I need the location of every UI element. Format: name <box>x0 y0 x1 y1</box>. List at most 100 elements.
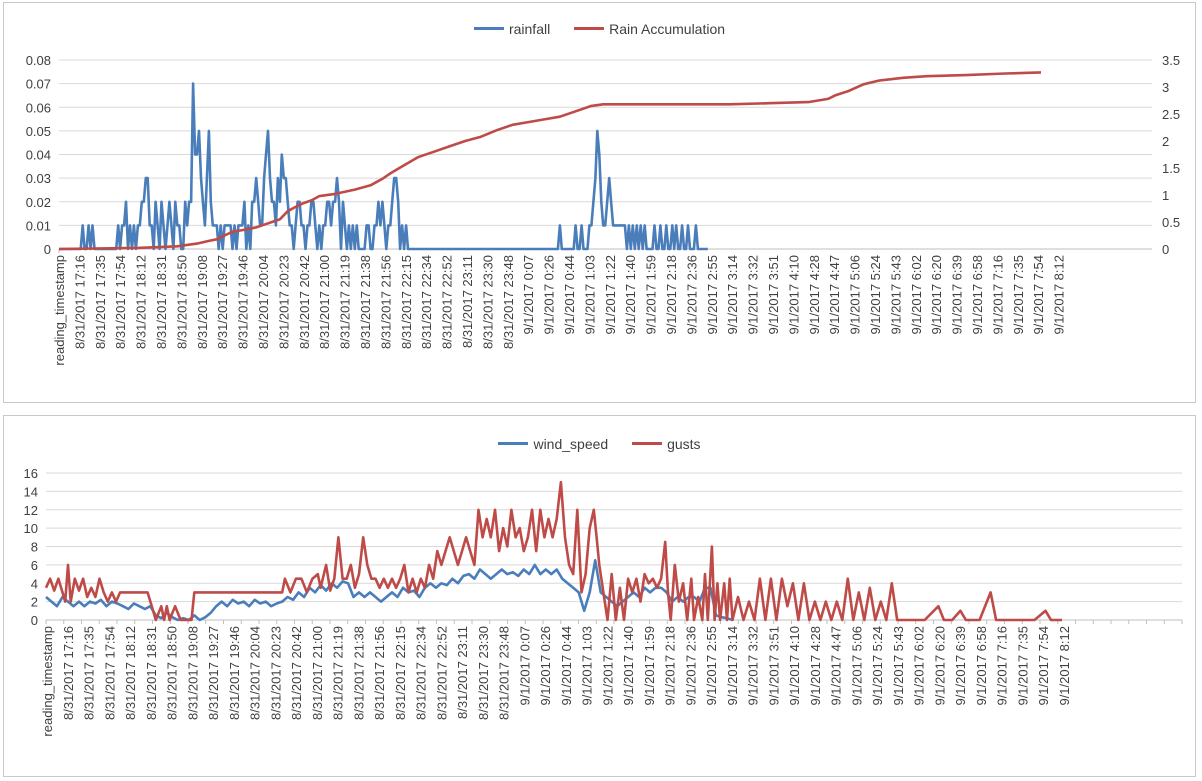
y-tick-label: 0 <box>31 613 38 628</box>
y2-tick-label: 2.5 <box>1162 107 1180 122</box>
x-tick-label: 8/31/2017 22:15 <box>393 626 408 720</box>
legend-item-wind-speed: wind_speed <box>498 436 608 452</box>
x-tick-label: 9/1/2017 2:18 <box>663 626 678 706</box>
x-tick-label: 8/31/2017 19:46 <box>236 255 251 349</box>
legend-label-rain-accumulation: Rain Accumulation <box>609 20 726 37</box>
x-tick-label: 8/31/2017 18:12 <box>123 626 138 720</box>
legend-label-wind-speed: wind_speed <box>533 435 609 452</box>
x-tick-label: 8/31/2017 22:52 <box>434 626 449 720</box>
x-tick-label: 9/1/2017 1:40 <box>623 255 638 335</box>
legend-swatch-rain-accumulation <box>574 27 605 30</box>
x-tick-label: 9/1/2017 0:44 <box>559 626 574 706</box>
x-tick-label: 9/1/2017 5:43 <box>891 626 906 706</box>
y-tick-label: 0.04 <box>26 148 51 163</box>
x-tick-label: 8/31/2017 23:48 <box>497 626 512 720</box>
x-tick-label: 8/31/2017 20:23 <box>276 255 291 349</box>
x-tick-label: 8/31/2017 19:27 <box>206 626 221 720</box>
x-tick-label: 8/31/2017 21:00 <box>310 626 325 720</box>
x-tick-label: 9/1/2017 0:07 <box>517 626 532 706</box>
x-tick-label: 9/1/2017 7:35 <box>1015 626 1030 706</box>
x-tick-label: 8/31/2017 23:11 <box>455 626 470 719</box>
x-tick-label: 8/31/2017 20:42 <box>289 626 304 720</box>
y-tick-label: 0 <box>44 242 51 257</box>
series-line-rainfall <box>59 82 708 251</box>
x-tick-label: 8/31/2017 20:42 <box>297 255 312 349</box>
x-tick-label: 9/1/2017 1:03 <box>580 626 595 706</box>
x-tick-label: 9/1/2017 2:55 <box>705 255 720 335</box>
x-tick-label: 9/1/2017 4:47 <box>827 255 842 335</box>
x-tick-label: 8/31/2017 20:04 <box>256 255 271 349</box>
x-tick-label: 9/1/2017 6:39 <box>950 255 965 335</box>
rainfall-chart-svg: 0 0.01 0.02 0.03 0.04 0.05 0.06 0.07 0.08 0 0.5 1 1.… <box>26 53 1180 366</box>
wind-chart-svg: 0 2 4 6 8 10 12 14 16 reading_timestamp 8/31/2017 … <box>24 466 1183 737</box>
y2-tick-label: 3 <box>1162 80 1169 95</box>
x-tick-label: 9/1/2017 3:32 <box>746 626 761 706</box>
x-tick-label: 9/1/2017 5:43 <box>888 255 903 335</box>
x-tick-label: 9/1/2017 7:16 <box>995 626 1010 706</box>
y2-tick-label: 3.5 <box>1162 53 1180 68</box>
x-tick-label: 9/1/2017 2:18 <box>664 255 679 335</box>
x-tick-label: 8/31/2017 18:50 <box>174 255 189 349</box>
x-tick-label: 8/31/2017 17:35 <box>93 255 108 349</box>
x-tick-label: 9/1/2017 4:28 <box>807 255 822 335</box>
rainfall-chart-panel: rainfall Rain Accumulation 0 0.01 0.02 0.03… <box>3 2 1196 403</box>
x-tick-label: 9/1/2017 3:51 <box>766 626 781 706</box>
y-tick-label: 14 <box>24 484 38 499</box>
x-tick-label: 9/1/2017 1:40 <box>621 626 636 706</box>
x-tick-label: 9/1/2017 6:58 <box>970 255 985 335</box>
x-tick-label: 9/1/2017 4:28 <box>808 626 823 706</box>
y-tick-label: 10 <box>24 521 38 536</box>
x-tick-label: 8/31/2017 18:50 <box>165 626 180 720</box>
x-tick-label: 9/1/2017 0:07 <box>521 255 536 335</box>
x-tick-label: 9/1/2017 4:10 <box>787 626 802 706</box>
x-tick-label: 9/1/2017 7:54 <box>1031 255 1046 335</box>
y-tick-label: 0.03 <box>26 171 51 186</box>
x-tick-label: 9/1/2017 6:20 <box>932 626 947 706</box>
x-tick-label: 8/31/2017 19:08 <box>195 255 210 349</box>
x-tick-label: 9/1/2017 8:12 <box>1057 626 1072 706</box>
y-tick-label: 0.07 <box>26 77 51 92</box>
x-axis-label: reading_timestamp <box>40 626 55 737</box>
x-tick-label: 8/31/2017 19:46 <box>227 626 242 720</box>
x-tick-label: 8/31/2017 17:16 <box>72 255 87 349</box>
x-tick-label: 8/31/2017 20:04 <box>248 626 263 720</box>
x-tick-label: 8/31/2017 23:48 <box>501 255 516 349</box>
x-tick-label: 8/31/2017 17:54 <box>113 255 128 349</box>
y2-tick-label: 0.5 <box>1162 215 1180 230</box>
series-line-wind-speed <box>45 559 733 622</box>
x-tick-label: 9/1/2017 2:55 <box>704 626 719 706</box>
y-tick-label: 0.06 <box>26 100 51 115</box>
x-tick-label: 9/1/2017 4:10 <box>786 255 801 335</box>
x-tick-label: 9/1/2017 3:32 <box>746 255 761 335</box>
x-tick-label: 9/1/2017 6:02 <box>912 626 927 706</box>
y-tick-label: 0.05 <box>26 124 51 139</box>
legend-swatch-gusts <box>632 442 663 445</box>
x-tick-label: 9/1/2017 0:44 <box>562 255 577 335</box>
x-tick-label: 8/31/2017 20:23 <box>268 626 283 720</box>
y2-tick-label: 1.5 <box>1162 161 1180 176</box>
y-tick-label: 16 <box>24 466 38 481</box>
x-tick-label: 8/31/2017 18:31 <box>154 255 169 349</box>
x-tick-label: 9/1/2017 1:22 <box>603 255 618 335</box>
legend-swatch-rainfall <box>473 27 504 30</box>
x-tick-label: 8/31/2017 21:56 <box>372 626 387 720</box>
x-tick-label: 9/1/2017 5:24 <box>870 626 885 706</box>
x-tick-label: 8/31/2017 22:34 <box>414 626 429 720</box>
x-tick-label: 8/31/2017 19:08 <box>185 626 200 720</box>
wind-chart-panel: wind_speed gusts 0 2 4 6 8 10 12 14 16 reading_ti… <box>3 415 1196 777</box>
x-tick-label: 8/31/2017 23:30 <box>480 255 495 349</box>
x-tick-label: 8/31/2017 18:31 <box>144 626 159 720</box>
legend-item-gusts: gusts <box>632 435 701 452</box>
x-tick-label: 8/31/2017 23:30 <box>476 626 491 720</box>
y2-tick-label: 2 <box>1162 134 1169 149</box>
x-tick-label: 8/31/2017 17:54 <box>102 626 117 720</box>
x-tick-label: 9/1/2017 1:22 <box>600 626 615 706</box>
legend-item-rain-accumulation: Rain Accumulation <box>574 21 725 37</box>
x-tick-label: 9/1/2017 4:47 <box>829 626 844 706</box>
x-tick-label: 9/1/2017 5:06 <box>848 255 863 335</box>
x-tick-label: 9/1/2017 3:14 <box>725 626 740 706</box>
legend-label-rainfall: rainfall <box>508 20 551 37</box>
y-tick-label: 0.01 <box>26 218 51 233</box>
x-tick-label: 9/1/2017 2:36 <box>684 255 699 335</box>
legend-label-gusts: gusts <box>667 435 701 452</box>
